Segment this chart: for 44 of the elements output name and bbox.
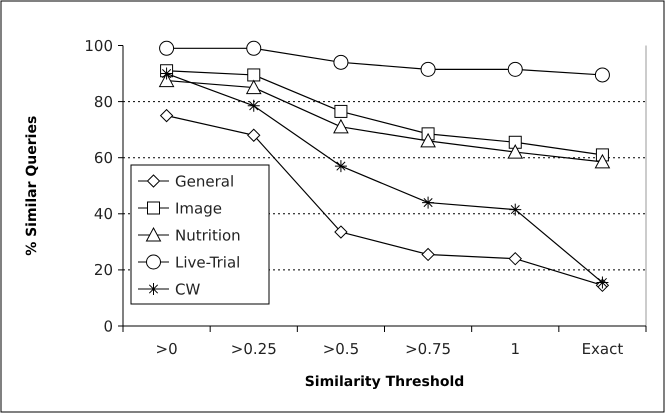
y-tick-label: 40: [94, 205, 113, 224]
legend-label: Live-Trial: [175, 253, 240, 272]
point: [508, 136, 522, 149]
y-tick-label: 100: [84, 36, 113, 55]
point: [422, 248, 435, 261]
point: [508, 62, 523, 77]
point: [159, 40, 174, 56]
x-tick-label: >0.25: [230, 340, 277, 358]
x-tick-label: >0.5: [322, 340, 360, 358]
x-tick-label: Exact: [582, 340, 624, 358]
point: [420, 133, 436, 148]
point: [160, 109, 174, 122]
point: [333, 119, 348, 134]
point: [246, 40, 262, 56]
point: [594, 154, 610, 168]
point: [334, 104, 348, 118]
legend-label: General: [175, 172, 234, 190]
point: [594, 67, 610, 82]
x-tick-label: >0: [156, 340, 178, 358]
point: [247, 68, 260, 82]
y-tick-label: 60: [94, 148, 113, 167]
legend-label: Nutrition: [175, 226, 241, 244]
y-tick-label: 20: [94, 261, 113, 280]
point: [247, 128, 260, 142]
legend-label: Image: [175, 199, 222, 218]
point: [334, 160, 348, 173]
point: [420, 62, 436, 77]
point: [334, 226, 348, 239]
y-axis-title: % Similar Queries: [24, 116, 40, 256]
x-axis-title: Similarity Threshold: [304, 374, 464, 390]
y-tick-label: 80: [94, 92, 113, 111]
point: [508, 252, 522, 266]
x-tick-label: 1: [510, 340, 520, 358]
point: [422, 196, 435, 210]
point: [596, 276, 609, 290]
point: [159, 73, 174, 88]
point: [247, 99, 260, 112]
x-tick-label: >0.75: [405, 340, 452, 358]
point: [508, 203, 522, 216]
point: [246, 80, 262, 94]
point: [508, 144, 523, 159]
legend-label: CW: [175, 280, 200, 298]
point: [333, 54, 348, 70]
y-tick-label: 0: [103, 317, 113, 336]
